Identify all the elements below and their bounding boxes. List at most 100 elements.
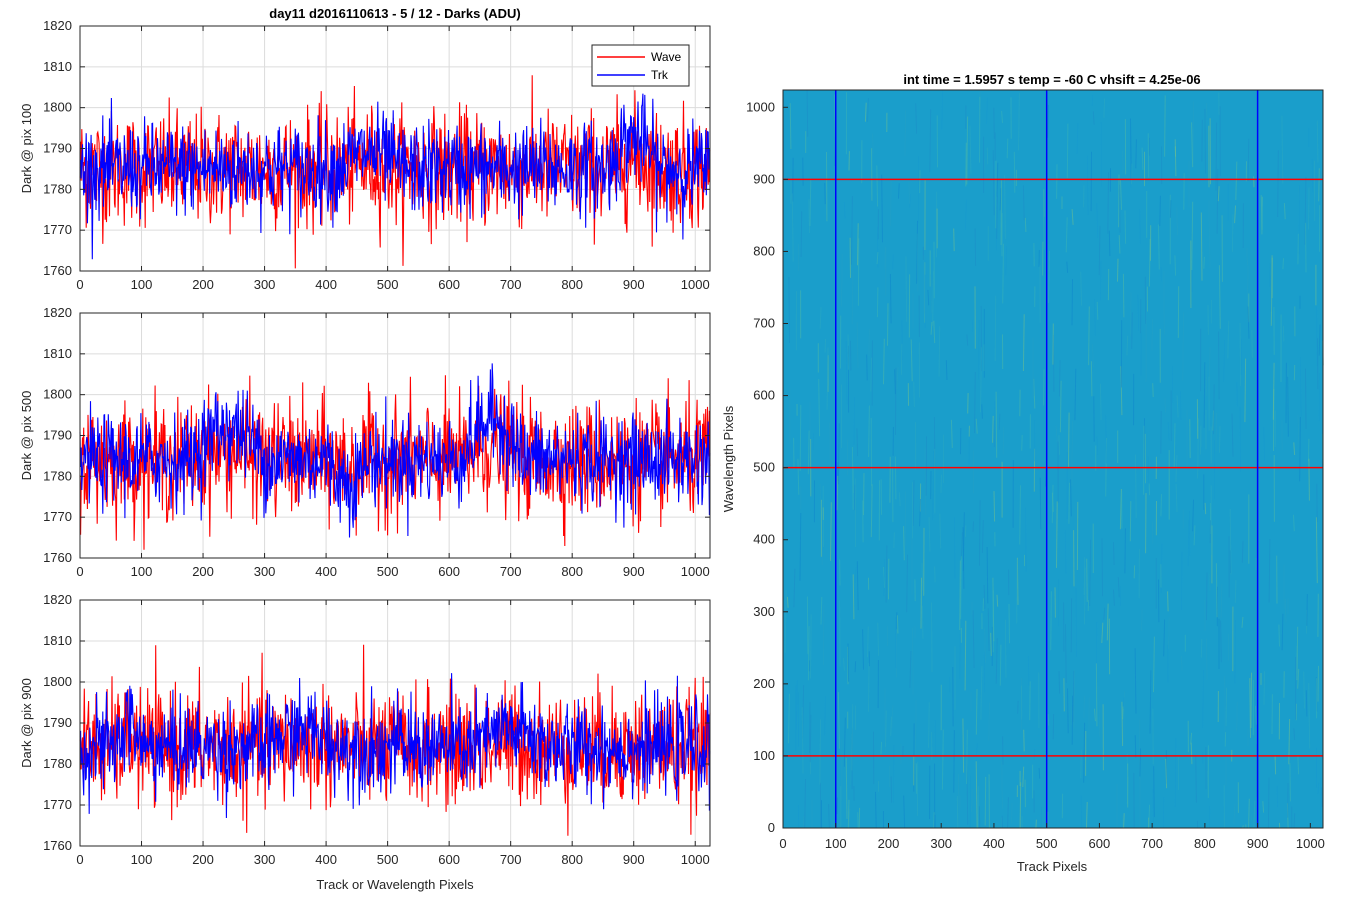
- heatmap-streak: [962, 527, 965, 589]
- heatmap-streak: [1088, 697, 1090, 763]
- heatmap-streak: [1122, 706, 1124, 720]
- heatmap-streak: [896, 366, 899, 390]
- heatmap-streak: [1022, 185, 1025, 221]
- heatmap-streak: [1134, 648, 1137, 714]
- heatmap-streak: [1137, 294, 1140, 331]
- heatmap-streak: [1204, 502, 1207, 515]
- heatmap-streak: [893, 532, 895, 549]
- heatmap-streak: [1117, 577, 1120, 598]
- x-tick-label: 600: [1089, 836, 1111, 851]
- heatmap-streak: [1217, 186, 1220, 202]
- heatmap-streak: [924, 446, 927, 516]
- heatmap-streak: [1004, 175, 1006, 239]
- heatmap-streak: [1204, 108, 1206, 174]
- heatmap-streak: [1176, 395, 1179, 418]
- heatmap-streak: [800, 211, 803, 258]
- heatmap-streak: [1107, 172, 1109, 234]
- heatmap-streak: [933, 320, 936, 344]
- heatmap-streak: [1187, 519, 1190, 567]
- heatmap-streak: [896, 615, 899, 634]
- y-tick-label: 1800: [43, 674, 72, 689]
- heatmap-streak: [1135, 454, 1137, 519]
- heatmap-streak: [1267, 777, 1270, 829]
- y-tick-label: 1770: [43, 509, 72, 524]
- legend: Wave Trk: [591, 44, 690, 87]
- heatmap-streak: [1208, 573, 1211, 592]
- heatmap-streak: [1065, 624, 1067, 683]
- heatmap-streak: [1059, 380, 1062, 433]
- x-tick-label: 300: [254, 852, 276, 867]
- heatmap-streak: [845, 757, 848, 819]
- heatmap-streak: [1296, 626, 1299, 681]
- heatmap-streak: [1311, 158, 1314, 193]
- heatmap-streak: [986, 97, 988, 124]
- heatmap-streak: [856, 322, 859, 369]
- heatmap-streak: [1092, 111, 1095, 125]
- heatmap-streak: [797, 805, 800, 829]
- y-tick-label: 1800: [43, 100, 72, 115]
- heatmap-streak: [1205, 364, 1208, 397]
- heatmap-streak: [863, 473, 865, 516]
- heatmap-streak: [885, 545, 888, 603]
- heatmap-streak: [1289, 763, 1291, 802]
- heatmap-streak: [998, 413, 1001, 430]
- heatmap-streak: [1299, 357, 1302, 417]
- heatmap-streak: [851, 446, 854, 510]
- heatmap-streak: [1181, 551, 1183, 611]
- heatmap-streak: [1068, 412, 1070, 468]
- heatmap-streak: [1064, 530, 1067, 574]
- dark-frame-heatmap-panel: int time = 1.5957 s temp = -60 C vhsift …: [721, 72, 1325, 874]
- heatmap-streak: [1297, 668, 1300, 689]
- heatmap-streak: [1139, 748, 1141, 777]
- x-tick-label: 200: [192, 564, 214, 579]
- heatmap-streak: [806, 90, 809, 137]
- heatmap-streak: [797, 458, 800, 495]
- heatmap-streak: [1200, 420, 1202, 447]
- heatmap-streak: [1159, 195, 1161, 227]
- heatmap-streak: [786, 596, 789, 608]
- heatmap-streak: [788, 276, 790, 344]
- heatmap-streak: [1096, 301, 1099, 320]
- heatmap-streak: [1080, 271, 1083, 306]
- heatmap-streak: [1027, 656, 1030, 686]
- y-tick-label: 1790: [43, 715, 72, 730]
- heatmap-streak: [1122, 273, 1125, 318]
- y-tick-label: 300: [753, 604, 775, 619]
- heatmap-streak: [1066, 261, 1069, 273]
- heatmap-streak: [843, 658, 845, 671]
- y-tick-label: 400: [753, 532, 775, 547]
- heatmap-streak: [898, 492, 901, 507]
- y-axis-label: Dark @ pix 900: [19, 678, 34, 768]
- heatmap-streak: [809, 401, 811, 462]
- heatmap-streak: [1272, 362, 1275, 420]
- heatmap-streak: [1250, 672, 1252, 729]
- heatmap-streak: [1103, 98, 1106, 118]
- heatmap-streak: [1269, 263, 1271, 287]
- heatmap-streak: [1025, 507, 1027, 572]
- heatmap-streak: [976, 743, 978, 756]
- heatmap-streak: [887, 303, 889, 346]
- x-tick-label: 1000: [681, 852, 710, 867]
- heatmap-streak: [1066, 123, 1069, 179]
- heatmap-streak: [1203, 362, 1206, 428]
- heatmap-streak: [1281, 115, 1284, 184]
- heatmap-streak: [1067, 688, 1069, 734]
- heatmap-streak: [983, 652, 986, 693]
- heatmap-streak: [1192, 499, 1194, 532]
- x-tick-label: 300: [930, 836, 952, 851]
- heatmap-streak: [915, 103, 918, 134]
- heatmap-streak: [1141, 147, 1144, 170]
- heatmap-streak: [1044, 288, 1047, 306]
- heatmap-streak: [1287, 376, 1289, 437]
- heatmap-streak: [969, 125, 972, 174]
- heatmap-streak: [992, 150, 995, 216]
- heatmap-streak: [1283, 564, 1285, 609]
- heatmap-streak: [883, 338, 885, 385]
- heatmap-streak: [975, 689, 978, 735]
- x-tick-label: 600: [438, 852, 460, 867]
- x-tick-label: 800: [1194, 836, 1216, 851]
- heatmap-streak: [824, 182, 826, 205]
- heatmap-streak: [1176, 207, 1179, 236]
- heatmap-streak: [928, 702, 930, 748]
- heatmap-streak: [868, 405, 870, 458]
